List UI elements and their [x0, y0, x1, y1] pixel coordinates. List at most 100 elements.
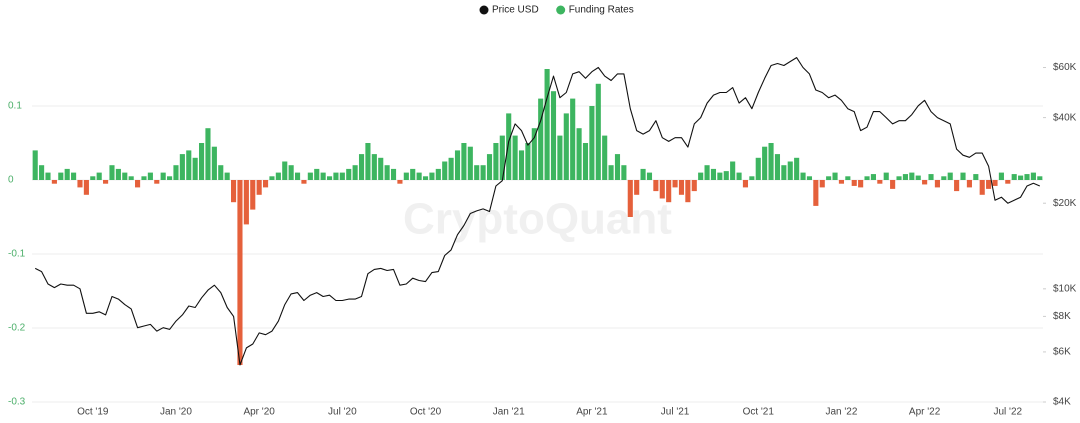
x-tick-label: Jul '20	[328, 407, 357, 418]
bar	[173, 165, 179, 180]
y-tick-label: -0.2	[8, 323, 26, 334]
bar	[627, 180, 633, 217]
bar	[307, 172, 313, 180]
bar	[634, 180, 640, 195]
bar	[934, 180, 940, 188]
bar	[538, 98, 544, 180]
bar	[147, 172, 153, 180]
bar	[851, 180, 857, 186]
bar	[39, 165, 45, 180]
bar	[122, 172, 128, 180]
y2-tick-label: $4K	[1053, 397, 1071, 408]
bar	[742, 180, 749, 188]
bar	[589, 106, 595, 180]
x-tick-label: Jul '22	[994, 407, 1023, 418]
bar	[141, 176, 147, 180]
bar	[243, 180, 249, 225]
y2-tick-label: $60K	[1053, 62, 1077, 73]
x-tick-label: Oct '21	[743, 407, 775, 418]
bar	[64, 168, 70, 180]
bar	[557, 135, 563, 180]
bar	[531, 128, 537, 180]
legend-marker	[479, 5, 489, 15]
bar	[666, 180, 672, 203]
bar	[819, 180, 825, 188]
bar	[966, 180, 972, 188]
bar	[416, 172, 422, 180]
bar	[167, 176, 173, 180]
y-tick-label: 0.1	[8, 101, 22, 112]
bar	[710, 168, 717, 180]
bar	[346, 168, 352, 180]
bar	[333, 172, 339, 180]
bar	[678, 180, 685, 195]
bar	[550, 91, 557, 180]
bar	[179, 154, 185, 180]
bar	[973, 174, 979, 180]
x-tick-label: Oct '19	[77, 407, 109, 418]
bar	[608, 165, 614, 180]
bar	[435, 168, 441, 180]
bar	[442, 161, 448, 180]
bar	[845, 176, 851, 180]
bar	[563, 113, 569, 180]
bar	[890, 180, 896, 189]
legend-label: Funding Rates	[569, 5, 634, 16]
bar	[941, 176, 947, 180]
bar	[595, 83, 601, 180]
bar	[979, 180, 985, 195]
bar	[717, 172, 723, 180]
bar	[838, 180, 844, 184]
price-line	[34, 57, 1041, 366]
x-tick-label: Jan '22	[825, 407, 857, 418]
y-tick-label: 0	[8, 175, 14, 186]
bar	[390, 168, 397, 180]
bar	[231, 180, 237, 203]
bar	[301, 180, 307, 184]
bar	[365, 143, 371, 180]
bar	[877, 180, 883, 184]
bar	[352, 165, 358, 180]
bar	[621, 165, 627, 180]
x-tick-label: Jul '21	[661, 407, 690, 418]
bar	[115, 168, 121, 180]
bar	[45, 172, 51, 180]
bar	[237, 180, 243, 365]
y2-tick-label: $8K	[1053, 311, 1071, 322]
bar	[781, 165, 787, 180]
bar	[339, 172, 345, 180]
bar	[250, 180, 256, 210]
bar	[109, 165, 115, 180]
y-tick-label: -0.1	[8, 249, 26, 260]
bar	[454, 150, 461, 180]
bar	[90, 176, 96, 180]
bar	[813, 180, 819, 206]
bar	[768, 143, 774, 180]
bar	[320, 172, 326, 180]
bar	[525, 143, 531, 180]
bar	[960, 172, 966, 180]
bar	[269, 176, 275, 180]
bar	[947, 172, 953, 180]
bar	[83, 180, 89, 195]
bar	[883, 172, 889, 180]
x-tick-label: Oct '20	[410, 407, 442, 418]
bar	[160, 172, 166, 180]
bar	[992, 180, 998, 186]
bar	[403, 172, 409, 180]
x-tick-label: Apr '22	[909, 407, 941, 418]
bar	[755, 157, 761, 180]
bar	[659, 180, 665, 199]
bar	[58, 172, 64, 180]
bar	[218, 165, 224, 180]
bar	[1005, 180, 1011, 184]
bar	[410, 168, 416, 180]
y2-tick-label: $6K	[1053, 347, 1071, 358]
bar	[800, 172, 806, 180]
bar	[205, 128, 211, 180]
bar	[570, 98, 576, 180]
bar	[986, 180, 992, 189]
bar	[512, 135, 518, 180]
bar	[787, 161, 793, 180]
legend-label: Price USD	[492, 5, 539, 16]
